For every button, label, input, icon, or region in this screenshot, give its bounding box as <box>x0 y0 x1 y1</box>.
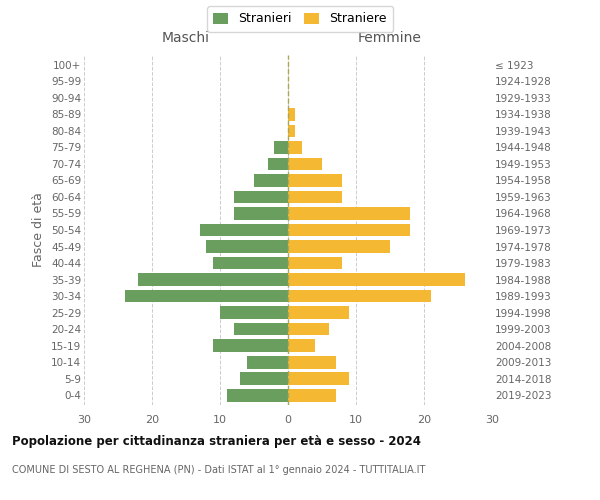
Bar <box>288 240 390 253</box>
Bar <box>125 290 288 302</box>
Bar <box>288 290 431 302</box>
Bar <box>206 240 288 253</box>
Bar <box>213 339 288 352</box>
Bar <box>233 322 288 336</box>
Bar <box>247 356 288 368</box>
Bar <box>288 158 322 170</box>
Bar <box>288 124 295 138</box>
Bar <box>268 158 288 170</box>
Text: Popolazione per cittadinanza straniera per età e sesso - 2024: Popolazione per cittadinanza straniera p… <box>12 435 421 448</box>
Bar <box>139 273 288 286</box>
Bar <box>288 339 315 352</box>
Bar <box>233 207 288 220</box>
Text: COMUNE DI SESTO AL REGHENA (PN) - Dati ISTAT al 1° gennaio 2024 - TUTTITALIA.IT: COMUNE DI SESTO AL REGHENA (PN) - Dati I… <box>12 465 425 475</box>
Text: Femmine: Femmine <box>358 31 422 45</box>
Bar <box>288 356 335 368</box>
Bar <box>220 306 288 319</box>
Bar <box>288 224 410 236</box>
Bar <box>288 174 343 187</box>
Legend: Stranieri, Straniere: Stranieri, Straniere <box>207 6 393 32</box>
Bar <box>288 108 295 121</box>
Bar <box>254 174 288 187</box>
Bar <box>288 141 302 154</box>
Bar <box>288 306 349 319</box>
Bar <box>241 372 288 385</box>
Text: Maschi: Maschi <box>162 31 210 45</box>
Bar <box>288 372 349 385</box>
Y-axis label: Fasce di età: Fasce di età <box>32 192 46 268</box>
Bar <box>288 190 343 203</box>
Bar <box>288 322 329 336</box>
Bar <box>227 388 288 402</box>
Bar <box>288 273 465 286</box>
Bar <box>288 207 410 220</box>
Bar <box>274 141 288 154</box>
Bar <box>200 224 288 236</box>
Bar <box>288 256 343 270</box>
Bar <box>288 388 335 402</box>
Bar <box>213 256 288 270</box>
Bar <box>233 190 288 203</box>
